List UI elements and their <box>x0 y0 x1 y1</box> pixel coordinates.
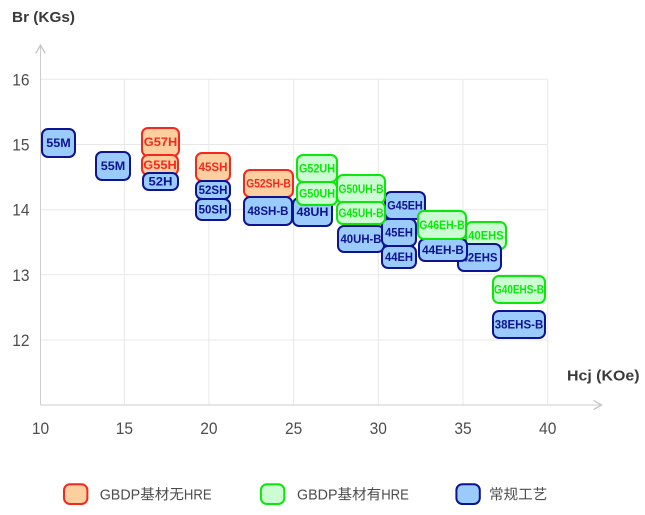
svg-text:G46EH-B: G46EH-B <box>419 220 465 232</box>
svg-text:48UH: 48UH <box>297 207 329 219</box>
svg-text:HRE: HRE <box>184 487 212 503</box>
svg-text:10: 10 <box>32 419 49 438</box>
svg-text:G45EH: G45EH <box>387 201 423 213</box>
svg-text:12: 12 <box>12 331 29 350</box>
svg-text:G52SH-B: G52SH-B <box>246 179 291 191</box>
svg-text:38EHS-B: 38EHS-B <box>495 320 544 332</box>
svg-text:35: 35 <box>454 419 471 438</box>
svg-text:20: 20 <box>200 419 217 438</box>
svg-text:52SH: 52SH <box>199 185 228 197</box>
svg-text:G52UH: G52UH <box>299 164 335 176</box>
svg-text:HRE: HRE <box>381 487 409 503</box>
svg-text:48SH-B: 48SH-B <box>248 206 289 218</box>
svg-text:45SH: 45SH <box>199 162 228 174</box>
svg-text:42EHS: 42EHS <box>462 253 498 265</box>
svg-text:Hcj (KOe): Hcj (KOe) <box>567 368 640 385</box>
svg-text:15: 15 <box>12 136 29 155</box>
svg-text:40: 40 <box>539 419 556 438</box>
svg-text:25: 25 <box>285 419 302 438</box>
svg-text:G57H: G57H <box>144 137 178 149</box>
svg-text:30: 30 <box>370 419 387 438</box>
svg-text:G45UH-B: G45UH-B <box>339 208 384 220</box>
svg-text:52H: 52H <box>149 177 173 189</box>
svg-text:15: 15 <box>116 419 133 438</box>
svg-text:55M: 55M <box>46 138 71 150</box>
svg-text:45EH: 45EH <box>385 228 413 240</box>
svg-text:40UH-B: 40UH-B <box>341 234 382 246</box>
svg-text:G50UH-B: G50UH-B <box>339 184 384 196</box>
svg-text:14: 14 <box>12 201 29 220</box>
svg-text:13: 13 <box>12 266 29 285</box>
svg-text:G40EHS-B: G40EHS-B <box>494 285 544 297</box>
svg-text:GBDP: GBDP <box>100 487 141 503</box>
svg-text:G55H: G55H <box>143 160 177 172</box>
svg-text:GBDP: GBDP <box>297 487 338 503</box>
svg-text:G50UH: G50UH <box>299 189 335 201</box>
svg-text:40EHS: 40EHS <box>468 231 504 243</box>
svg-text:44EH-B: 44EH-B <box>422 245 464 257</box>
svg-text:Br (KGs): Br (KGs) <box>12 9 75 26</box>
svg-text:44EH: 44EH <box>385 252 413 264</box>
svg-text:50SH: 50SH <box>199 205 228 217</box>
svg-text:16: 16 <box>12 70 29 89</box>
svg-text:55M: 55M <box>101 161 126 173</box>
